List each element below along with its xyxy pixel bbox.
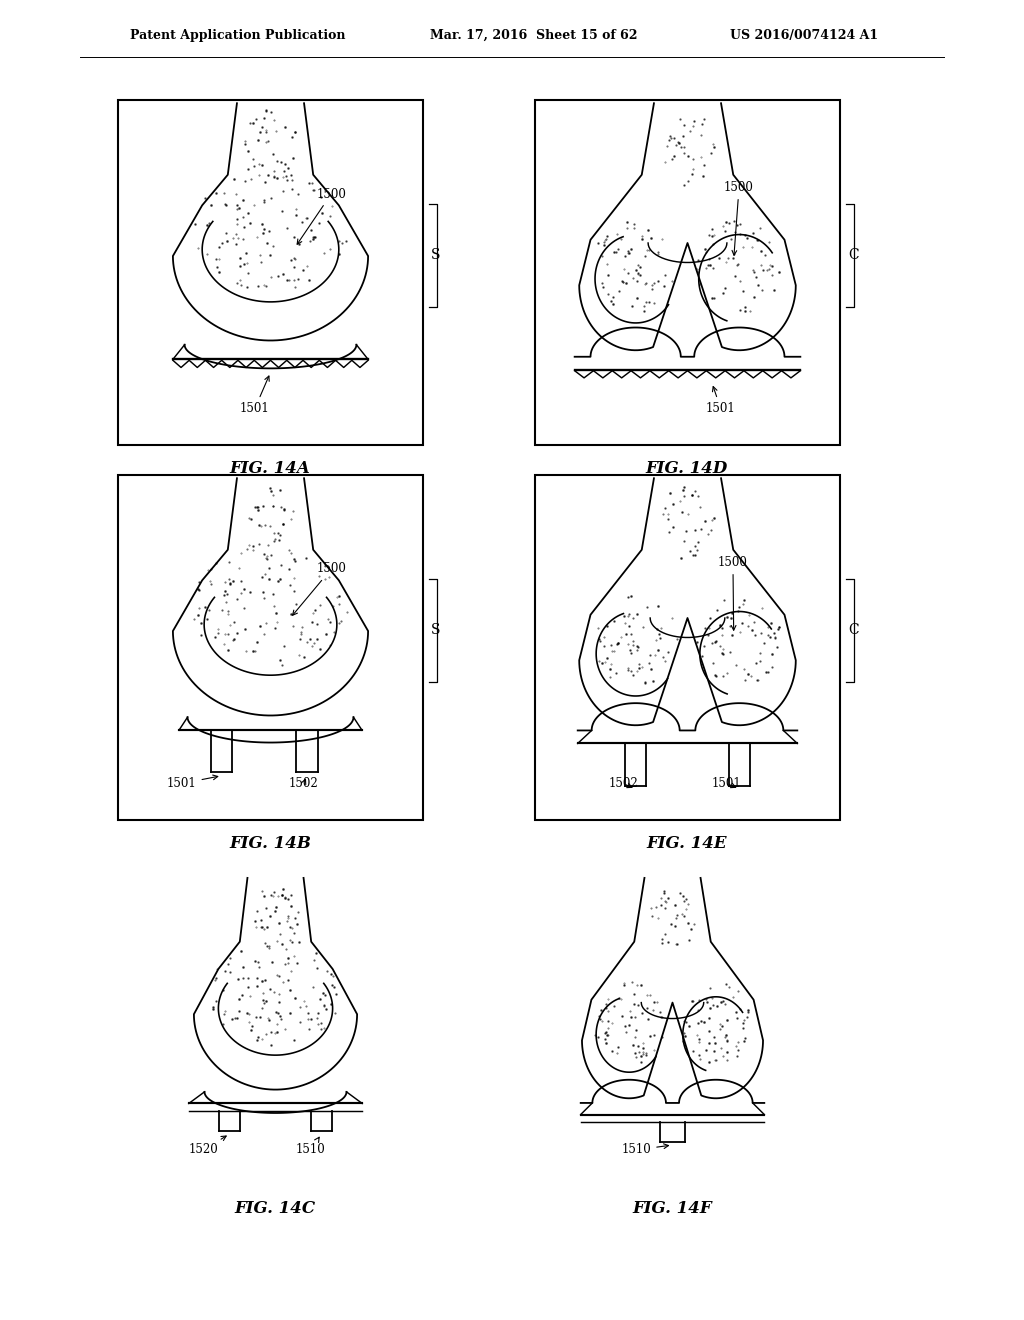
Text: 1510: 1510 [296, 1138, 326, 1156]
Text: US 2016/0074124 A1: US 2016/0074124 A1 [730, 29, 879, 41]
Text: 1501: 1501 [706, 387, 735, 414]
Text: FIG. 14F: FIG. 14F [632, 1200, 712, 1217]
Text: FIG. 14A: FIG. 14A [229, 459, 310, 477]
FancyBboxPatch shape [118, 475, 423, 820]
Text: C: C [848, 623, 859, 638]
FancyBboxPatch shape [535, 475, 840, 820]
Text: C: C [848, 248, 859, 263]
Text: Mar. 17, 2016  Sheet 15 of 62: Mar. 17, 2016 Sheet 15 of 62 [430, 29, 638, 41]
FancyBboxPatch shape [118, 100, 423, 445]
Text: FIG. 14C: FIG. 14C [234, 1200, 315, 1217]
Text: 1501: 1501 [712, 777, 741, 789]
Text: 1502: 1502 [608, 777, 638, 789]
FancyBboxPatch shape [535, 100, 840, 445]
Text: FIG. 14B: FIG. 14B [229, 836, 311, 851]
Text: 1500: 1500 [297, 187, 346, 244]
Text: Patent Application Publication: Patent Application Publication [130, 29, 345, 41]
Text: 1510: 1510 [622, 1143, 669, 1156]
Text: S: S [431, 623, 440, 638]
Text: 1502: 1502 [289, 777, 318, 789]
Text: 1500: 1500 [724, 181, 754, 255]
Text: S: S [431, 248, 440, 263]
Text: 1500: 1500 [718, 556, 748, 630]
Text: FIG. 14D: FIG. 14D [646, 459, 728, 477]
Text: 1501: 1501 [167, 775, 218, 789]
Text: FIG. 14E: FIG. 14E [647, 836, 727, 851]
Text: 1501: 1501 [240, 376, 269, 414]
Text: 1520: 1520 [188, 1137, 226, 1156]
Text: 1500: 1500 [293, 562, 346, 615]
